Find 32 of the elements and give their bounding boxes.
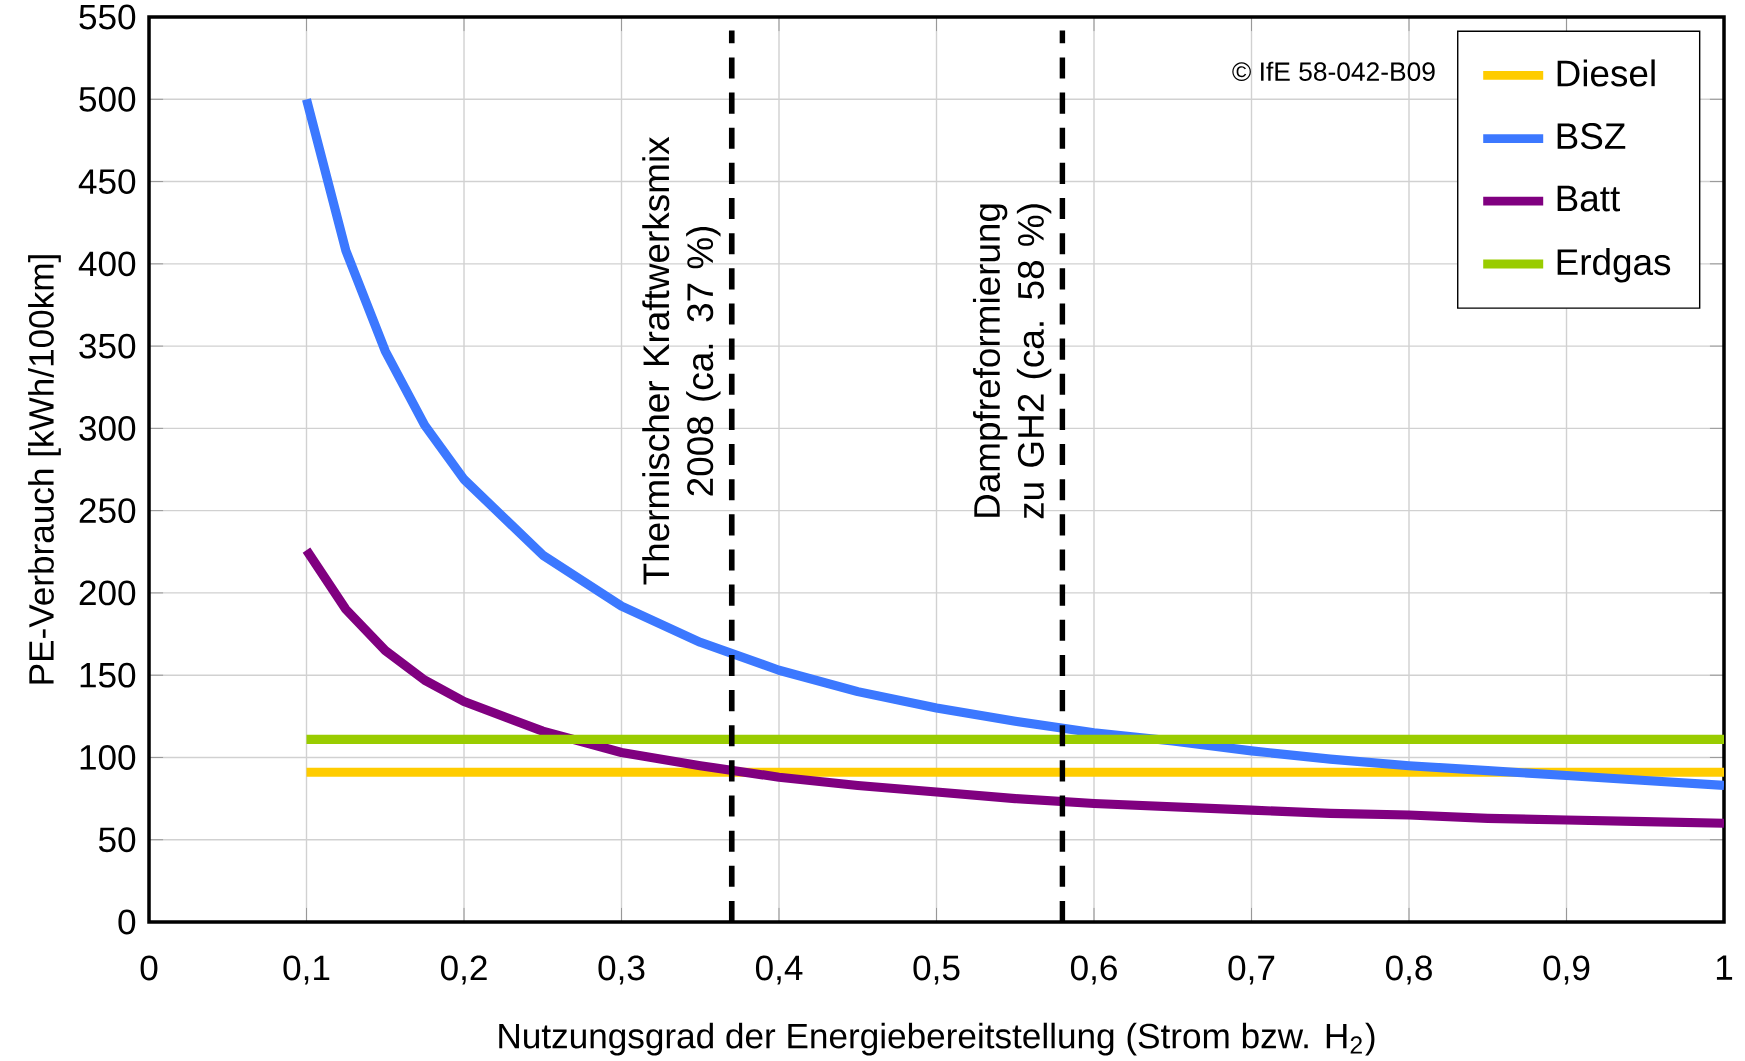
x-tick-label: 0,7 (1228, 955, 1275, 985)
x-tick-label: 0,9 (1543, 955, 1590, 985)
legend-label: Batt (1557, 185, 1620, 212)
annotation: © IfE 58-042-B09 (1232, 61, 1435, 81)
x-tick-label: 0,8 (1385, 955, 1432, 985)
x-tick-label: 0,6 (1070, 955, 1117, 985)
y-tick-label: 200 (79, 580, 136, 606)
y-tick-label: 150 (80, 662, 136, 688)
x-tick-label: 0,3 (598, 955, 645, 985)
y-tick-label: 550 (79, 4, 136, 30)
y-tick-label: 250 (79, 498, 136, 524)
y-tick-label: 400 (78, 251, 136, 277)
y-tick-label: 500 (79, 86, 136, 112)
y-tick-label: 50 (98, 827, 136, 853)
x-tick-label: 0,1 (283, 955, 330, 985)
x-axis-title: Nutzungsgrad der Energiebereitstellung (Strom bzw. H$_{2}$) (499, 1022, 1375, 1056)
x-tick-label: 0,2 (440, 955, 487, 985)
x-tick-label: 1 (1716, 955, 1733, 980)
y-tick-label: 300 (79, 415, 136, 441)
legend-label: BSZ (1557, 123, 1626, 150)
x-tick-label: 0,5 (913, 955, 960, 985)
y-axis-title: PE-Verbrauch [kWh/100km] (28, 255, 61, 684)
ref-line-label: Thermischer Kraftwerksmix 2008 (ca. 37 %) (642, 136, 721, 585)
y-tick-label: 350 (79, 333, 136, 359)
x-tick-label: 0 (140, 955, 158, 981)
y-tick-label: 450 (78, 169, 136, 194)
x-tick-label: 0,4 (755, 955, 803, 985)
y-tick-label: 0 (118, 909, 136, 935)
ref-line-label: Dampfreformierung zu GH2 (ca. 58 %) (972, 204, 1052, 519)
legend-label: Diesel (1557, 59, 1655, 87)
legend-label: Erdgas (1557, 248, 1671, 283)
y-tick-label: 100 (80, 745, 136, 770)
